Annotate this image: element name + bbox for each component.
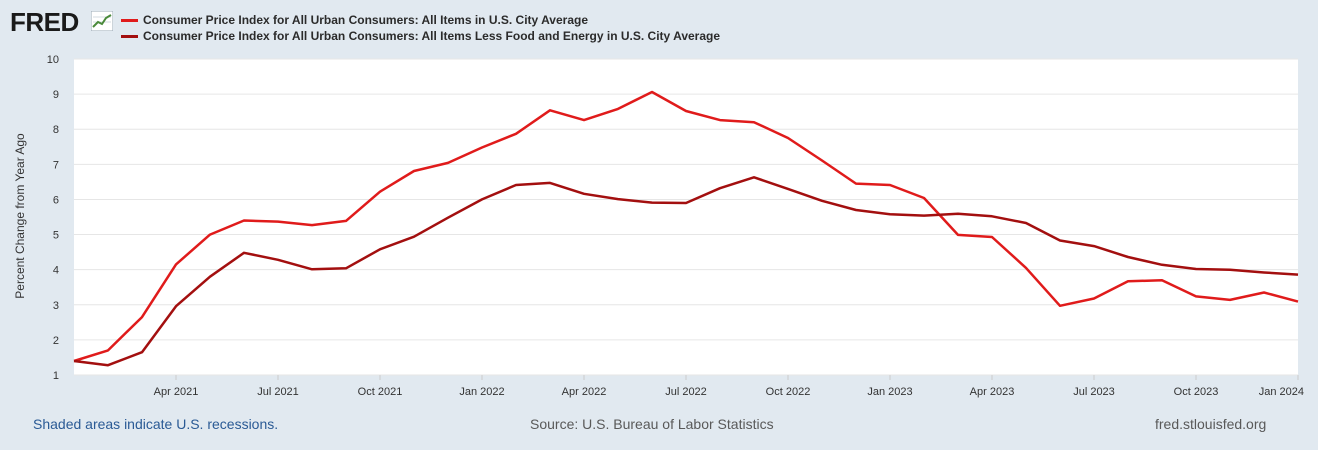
series-line-all-items[interactable] bbox=[73, 90, 1299, 363]
x-tick-label: Jul 2022 bbox=[665, 386, 707, 398]
y-tick-label: 1 bbox=[53, 370, 59, 382]
y-tick-label: 2 bbox=[53, 335, 59, 347]
x-tick-label: Oct 2023 bbox=[1174, 386, 1219, 398]
y-tick-label: 3 bbox=[53, 300, 59, 312]
graph-line-icon bbox=[91, 11, 113, 31]
legend-label-all-items: Consumer Price Index for All Urban Consu… bbox=[143, 13, 588, 27]
legend-swatch-core bbox=[121, 34, 138, 38]
site-link[interactable]: fred.stlouisfed.org bbox=[1155, 416, 1267, 432]
line-chart[interactable]: 1 2 3 4 5 6 7 8 9 10 Apr 2021 Jul 2021 Oct 2021 Jan … bbox=[0, 0, 1318, 410]
x-tick-labels: Apr 2021 Jul 2021 Oct 2021 Jan 2022 Apr 2022… bbox=[154, 375, 1304, 398]
y-tick-label: 4 bbox=[53, 265, 59, 277]
source-text: Source: U.S. Bureau of Labor Statistics bbox=[530, 416, 774, 432]
y-tick-label: 8 bbox=[53, 124, 59, 136]
x-tick-label: Jul 2021 bbox=[257, 386, 299, 398]
y-axis-label: Percent Change from Year Ago bbox=[13, 133, 27, 299]
legend-item-all-items[interactable]: Consumer Price Index for All Urban Consu… bbox=[121, 12, 720, 28]
x-tick-label: Apr 2021 bbox=[154, 386, 199, 398]
y-tick-label: 7 bbox=[53, 159, 59, 171]
legend-label-core: Consumer Price Index for All Urban Consu… bbox=[143, 29, 721, 43]
y-tick-label: 10 bbox=[47, 54, 59, 66]
x-tick-label: Jul 2023 bbox=[1073, 386, 1115, 398]
x-tick-label: Apr 2023 bbox=[970, 386, 1015, 398]
chart-legend: Consumer Price Index for All Urban Consu… bbox=[121, 12, 720, 44]
fred-logo[interactable]: FRED bbox=[10, 7, 79, 37]
recession-note-link[interactable]: Shaded areas indicate U.S. recessions. bbox=[33, 416, 279, 432]
x-tick-label: Apr 2022 bbox=[562, 386, 607, 398]
x-tick-label: Oct 2021 bbox=[358, 386, 403, 398]
y-tick-label: 6 bbox=[53, 194, 59, 206]
y-tick-labels: 1 2 3 4 5 6 7 8 9 10 bbox=[47, 54, 59, 382]
legend-item-core[interactable]: Consumer Price Index for All Urban Consu… bbox=[121, 28, 720, 44]
x-tick-label: Oct 2022 bbox=[766, 386, 811, 398]
plot-area bbox=[74, 59, 1298, 375]
x-tick-label: Jan 2022 bbox=[459, 386, 504, 398]
series-lines bbox=[73, 90, 1299, 367]
y-tick-label: 5 bbox=[53, 230, 59, 242]
y-tick-label: 9 bbox=[53, 89, 59, 101]
x-tick-label: Jan 2024 bbox=[1259, 386, 1304, 398]
x-tick-label: Jan 2023 bbox=[867, 386, 912, 398]
legend-swatch-all-items bbox=[121, 18, 138, 22]
series-line-core[interactable] bbox=[73, 176, 1299, 367]
